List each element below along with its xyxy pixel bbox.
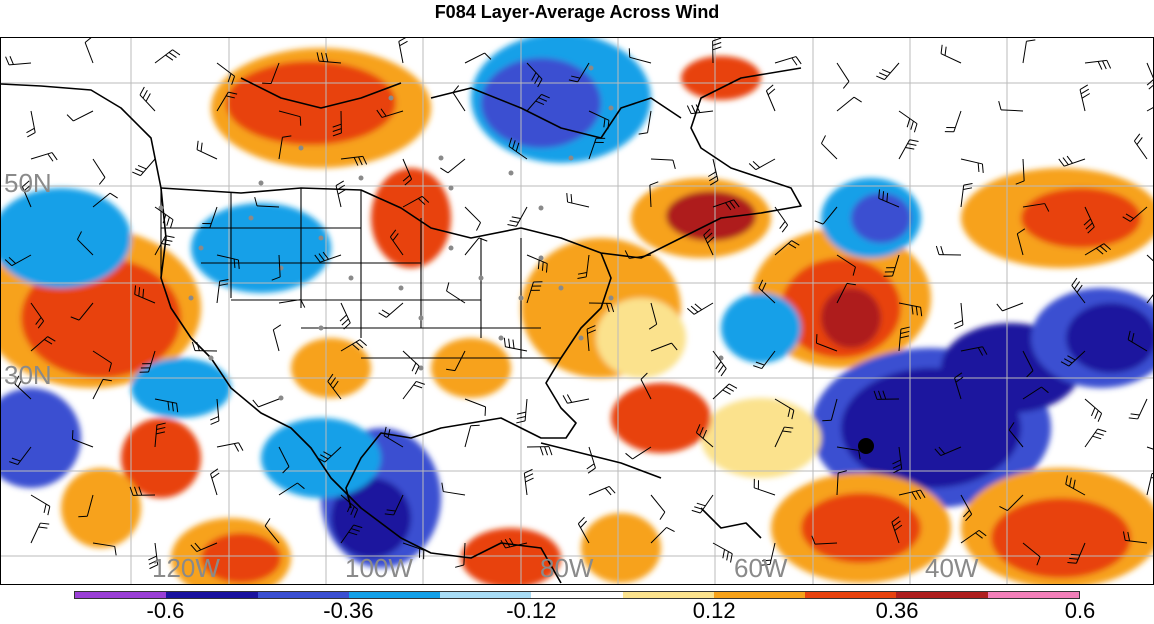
longitude-label: 100W — [345, 553, 413, 584]
anomaly-blob — [226, 61, 396, 145]
storm-center-marker — [858, 438, 874, 454]
longitude-label: 60W — [734, 553, 787, 584]
station-dot — [439, 156, 444, 161]
station-dot — [609, 296, 614, 301]
station-dot — [319, 326, 324, 331]
station-dot — [499, 336, 504, 341]
anomaly-blob — [191, 203, 331, 293]
station-dot — [299, 146, 304, 151]
station-dot — [419, 316, 424, 321]
station-dot — [559, 286, 564, 291]
colorbar-tick-label: -0.6 — [146, 598, 184, 624]
station-dot — [399, 286, 404, 291]
anomaly-blob — [991, 498, 1131, 578]
colorbar-tick-label: 0.36 — [876, 598, 919, 624]
anomaly-blob — [801, 493, 921, 563]
station-dot — [279, 396, 284, 401]
longitude-label: 40W — [925, 553, 978, 584]
anomaly-blob — [1021, 188, 1141, 248]
colorbar-tick-label: -0.12 — [506, 598, 556, 624]
station-dot — [509, 171, 514, 176]
anomaly-blob — [611, 383, 711, 453]
anomaly-blob — [431, 338, 511, 398]
colorbar-tick-label: 0.12 — [693, 598, 736, 624]
longitude-label: 80W — [540, 553, 593, 584]
anomaly-blob — [1066, 303, 1153, 373]
station-dot — [579, 336, 584, 341]
station-dot — [449, 246, 454, 251]
station-dot — [569, 156, 574, 161]
station-dot — [319, 236, 324, 241]
anomaly-blob — [371, 168, 451, 268]
anomaly-blob — [291, 338, 371, 398]
anomaly-blob — [131, 358, 231, 418]
anomaly-blob — [261, 418, 381, 498]
colorbar — [74, 591, 1080, 599]
station-dot — [589, 66, 594, 71]
station-dot — [249, 216, 254, 221]
station-dot — [189, 296, 194, 301]
anomaly-blob — [851, 193, 911, 243]
station-dot — [349, 276, 354, 281]
station-dot — [609, 106, 614, 111]
station-dot — [479, 276, 484, 281]
latitude-label: 30N — [4, 360, 52, 391]
anomaly-blob — [721, 293, 801, 363]
latitude-label: 50N — [4, 168, 52, 199]
station-dot — [539, 206, 544, 211]
map-title: F084 Layer-Average Across Wind — [0, 0, 1154, 24]
station-dot — [519, 296, 524, 301]
anomaly-blob — [596, 298, 686, 378]
anomaly-blob — [681, 56, 761, 100]
station-dot — [199, 246, 204, 251]
station-dot — [359, 176, 364, 181]
map-panel — [0, 37, 1154, 585]
anomaly-blob — [61, 468, 141, 548]
anomaly-blob — [701, 398, 821, 478]
map-canvas — [1, 38, 1153, 584]
longitude-label: 120W — [152, 553, 220, 584]
station-dot — [209, 356, 214, 361]
station-dot — [389, 96, 394, 101]
station-dot — [449, 186, 454, 191]
anomaly-blob — [821, 288, 881, 348]
colorbar-tick-label: -0.36 — [323, 598, 373, 624]
station-dot — [259, 181, 264, 186]
colorbar-tick-label: 0.6 — [1065, 598, 1096, 624]
